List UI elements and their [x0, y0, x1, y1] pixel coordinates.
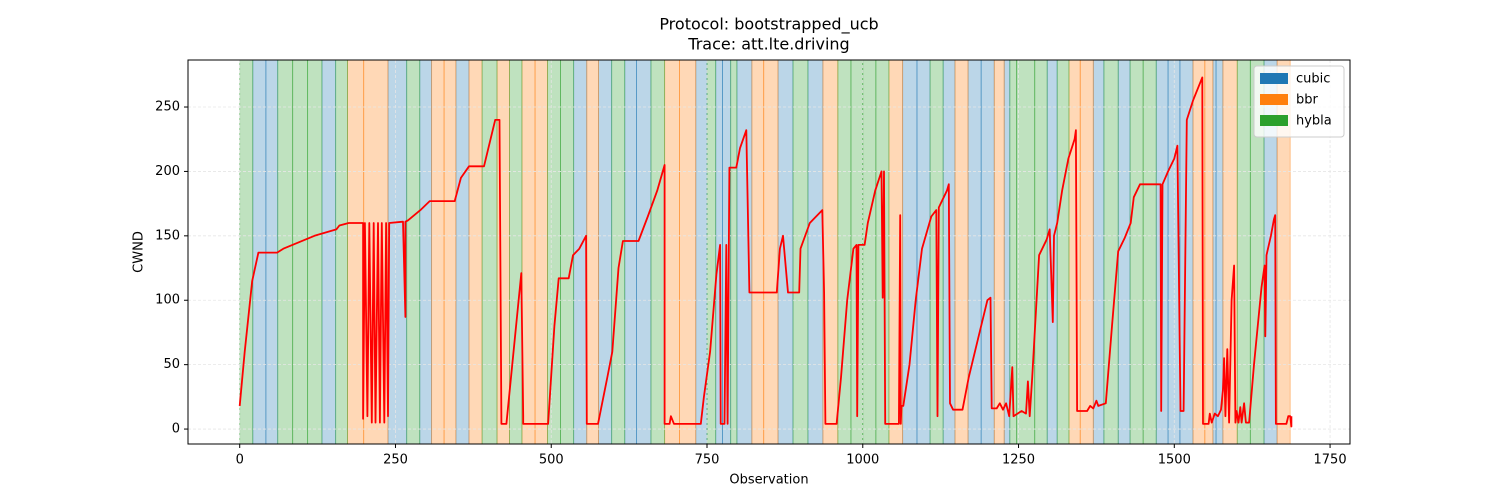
protocol-span: [1003, 59, 1011, 445]
protocol-span: [586, 59, 599, 445]
protocol-span: [431, 59, 445, 445]
legend-label: bbr: [1296, 93, 1319, 108]
protocol-span: [1103, 59, 1119, 445]
protocol-span: [916, 59, 931, 445]
protocol-span: [521, 59, 536, 445]
protocol-span: [650, 59, 666, 445]
legend-swatch: [1260, 94, 1288, 105]
x-tick-label: 500: [539, 453, 564, 468]
chart-title: Protocol: bootstrapped_ucb: [659, 15, 878, 35]
y-tick-label: 100: [155, 293, 180, 308]
y-tick-label: 250: [155, 100, 180, 115]
protocol-span: [664, 59, 680, 445]
y-tick-label: 150: [155, 228, 180, 243]
y-tick-label: 0: [172, 422, 180, 437]
protocol-span: [730, 59, 738, 445]
protocol-span: [496, 59, 510, 445]
x-axis-label: Observation: [729, 473, 808, 488]
legend-swatch: [1260, 115, 1288, 126]
protocol-span: [455, 59, 470, 445]
chart-subtitle: Trace: att.lte.driving: [687, 35, 849, 54]
protocol-span: [547, 59, 561, 445]
plot-frame: [187, 59, 1351, 445]
protocol-span: [1117, 59, 1131, 445]
x-tick-label: 250: [383, 453, 408, 468]
protocol-span: [468, 59, 483, 445]
protocol-span: [624, 59, 638, 445]
protocol-span: [706, 59, 717, 445]
protocol-span: [751, 59, 765, 445]
protocol-span: [406, 59, 421, 445]
protocol-span: [736, 59, 753, 445]
x-tick-label: 1000: [846, 453, 879, 468]
protocol-span: [763, 59, 779, 445]
protocol-span: [534, 59, 548, 445]
cwnd-line: [238, 76, 1293, 428]
protocol-span: [611, 59, 626, 445]
protocol-span: [1179, 59, 1194, 445]
protocol-span: [419, 59, 433, 445]
protocol-span: [1068, 59, 1081, 445]
protocol-span: [1056, 59, 1070, 445]
x-tick-label: 1500: [1158, 453, 1191, 468]
protocol-span: [1129, 59, 1144, 445]
legend-label: cubic: [1296, 72, 1330, 87]
x-tick-label: 750: [695, 453, 720, 468]
protocol-span: [347, 59, 365, 445]
protocol-span: [1215, 59, 1224, 445]
protocol-span: [481, 59, 498, 445]
protocol-span: [1046, 59, 1058, 445]
x-tick-label: 1750: [1314, 453, 1347, 468]
protocol-span: [292, 59, 309, 445]
protocol-span: [862, 59, 877, 445]
protocol-span: [679, 59, 697, 445]
protocol-span: [1212, 59, 1217, 445]
protocol-span: [1204, 59, 1214, 445]
protocol-span: [277, 59, 294, 445]
legend-swatch: [1260, 73, 1288, 84]
protocol-span: [307, 59, 323, 445]
protocol-span: [807, 59, 824, 445]
protocol-span: [1079, 59, 1094, 445]
protocol-span: [967, 59, 982, 445]
protocol-span: [321, 59, 337, 445]
y-axis-label: CWND: [132, 231, 147, 273]
protocol-span: [1236, 59, 1251, 445]
protocol-span: [560, 59, 575, 445]
protocol-span: [902, 59, 918, 445]
x-tick-label: 0: [236, 453, 244, 468]
y-tick-label: 200: [155, 164, 180, 179]
protocol-span: [1142, 59, 1157, 445]
protocol-span: [1092, 59, 1105, 445]
protocol-span: [335, 59, 348, 445]
legend-label: hybla: [1296, 114, 1332, 129]
protocol-span: [509, 59, 523, 445]
x-tick-label: 1250: [1002, 453, 1035, 468]
protocol-span: [443, 59, 457, 445]
protocol-span: [993, 59, 1005, 445]
y-tick-label: 50: [163, 357, 180, 372]
protocol-span: [636, 59, 652, 445]
